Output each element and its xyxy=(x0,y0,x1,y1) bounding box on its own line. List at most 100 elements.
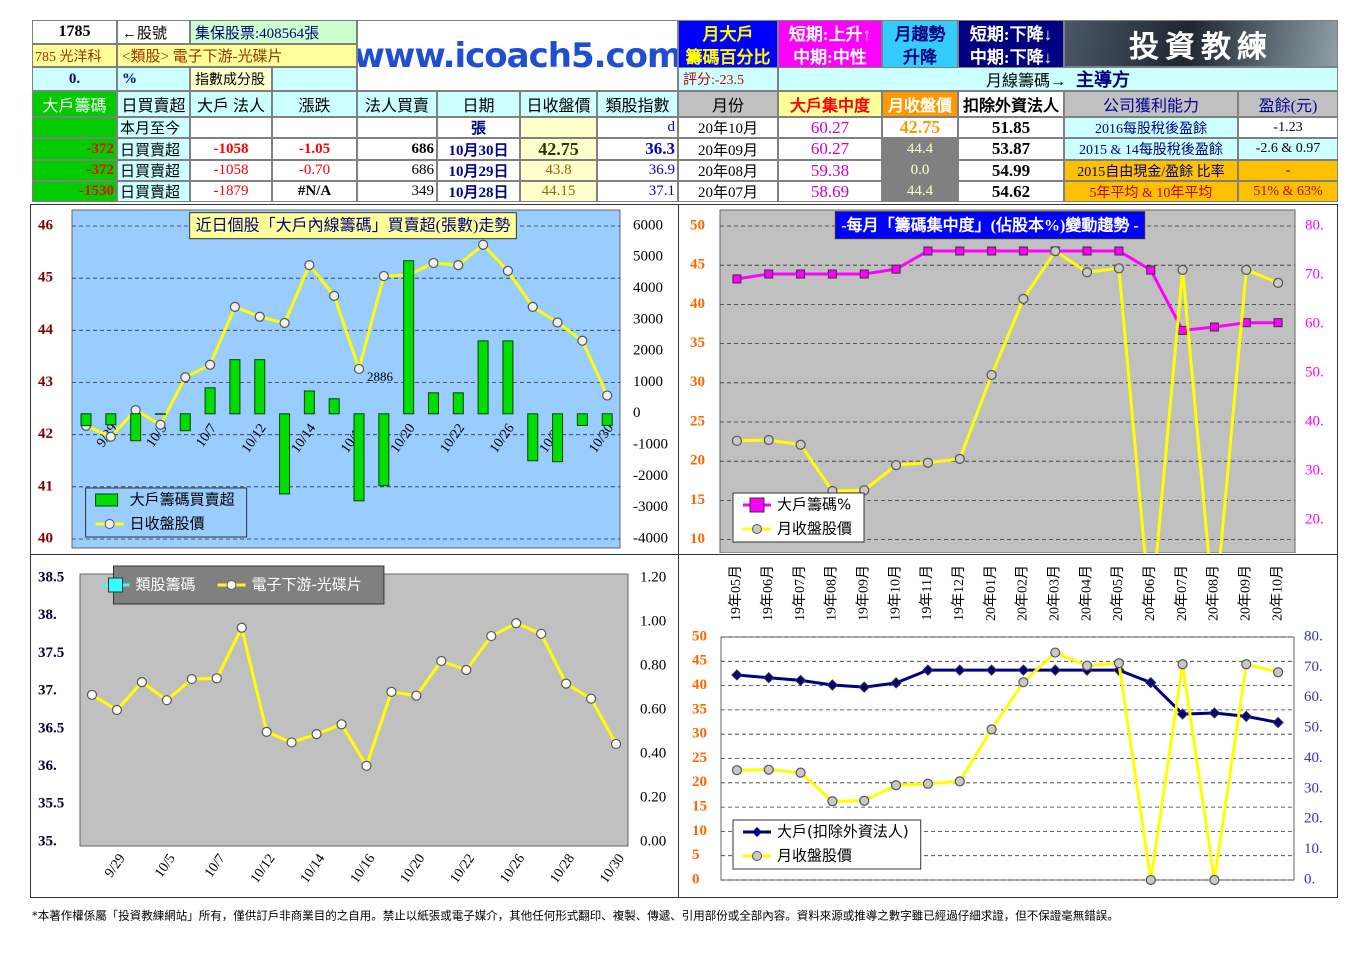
panel-frame xyxy=(30,204,1338,898)
x-tick-label: 19年09月 xyxy=(855,565,871,621)
marker xyxy=(890,460,902,471)
y-tick-label: 38.5 xyxy=(38,569,64,585)
x-tick-label: 20年01月 xyxy=(983,565,999,621)
table-cell: 54.99 xyxy=(958,160,1064,181)
marker xyxy=(986,724,997,735)
mainforce-text: 月線籌碼→ xyxy=(985,73,1066,90)
table-cell: -1.23 xyxy=(1238,117,1338,138)
y2-tick-label: 70. xyxy=(1304,659,1323,675)
y-tick-label: 36. xyxy=(38,758,57,774)
x-tick-label: 10/22 xyxy=(448,852,479,887)
x-tick-label: 20年03月 xyxy=(1046,565,1062,621)
table-cell: -1530 xyxy=(32,181,117,202)
bar xyxy=(601,413,613,426)
marker xyxy=(1272,716,1284,729)
marker xyxy=(1272,667,1284,678)
bar xyxy=(427,392,439,415)
legend-label: 大戶籌碼% xyxy=(777,496,851,514)
table-cell xyxy=(190,117,272,138)
y2-tick-label: 1.20 xyxy=(640,569,666,585)
marker xyxy=(161,695,172,706)
bar xyxy=(254,359,266,415)
marker xyxy=(311,729,322,740)
legend-marker xyxy=(752,827,762,837)
marker xyxy=(304,260,315,271)
x-tick-label: 19年10月 xyxy=(887,565,903,621)
pct-unit: % xyxy=(117,67,190,91)
column-header: 大戶集中度 xyxy=(778,91,882,117)
marker xyxy=(987,246,997,256)
marker xyxy=(1241,264,1252,276)
chart-title: -每月「籌碼集中度」(佔股本%)變動趨勢 - xyxy=(841,216,1138,235)
marker xyxy=(986,369,997,381)
marker xyxy=(1017,664,1030,676)
chart: 35. 35.5 36. 36.5 37. 37.5 38. 38.5 0.00 0.20 0.40… xyxy=(38,565,666,887)
annotation: 2886 xyxy=(367,369,394,384)
y-tick-label: 20 xyxy=(690,453,705,469)
marker xyxy=(254,311,265,322)
x-tick-label: 10/28 xyxy=(547,852,578,887)
y2-tick-label: 70. xyxy=(1305,266,1324,282)
x-tick-label: 20年04月 xyxy=(1078,565,1094,621)
marker xyxy=(486,630,497,642)
marker xyxy=(954,453,965,464)
chart-title: 近日個股「大戶內線籌碼」買賣超(張數)走勢 xyxy=(196,217,511,235)
y2-tick-label: 0.60 xyxy=(640,701,666,717)
marker xyxy=(353,363,365,375)
legend: 大戶籌碼% 月收盤股價 xyxy=(732,492,865,543)
y-tick-label: 50 xyxy=(692,628,707,644)
marker xyxy=(1209,322,1219,332)
series-line xyxy=(736,249,1279,553)
index-member: 指數成分股 xyxy=(190,67,272,91)
marker xyxy=(1049,664,1061,676)
y2-tick-label: 60. xyxy=(1305,315,1324,331)
marker xyxy=(827,269,837,279)
marker xyxy=(336,719,347,730)
x-tick-label: 20年02月 xyxy=(1015,565,1031,621)
marker xyxy=(731,669,743,681)
bar xyxy=(328,398,340,415)
y-tick-label: 45 xyxy=(692,653,707,669)
table-cell: 686 xyxy=(357,138,437,160)
y-tick-label: 30 xyxy=(690,374,705,390)
sector: <類股> 電子下游-光碟片 xyxy=(117,44,357,67)
y2-tick-label: 10. xyxy=(1304,841,1323,857)
mainforce-text: 主導方 xyxy=(1076,70,1130,90)
marker xyxy=(794,674,807,687)
marker xyxy=(922,457,934,468)
y-tick-label: 10 xyxy=(690,531,705,547)
x-tick-label: 10/20 xyxy=(398,852,429,887)
short-term: 短期:下降↓ xyxy=(958,20,1064,44)
bar xyxy=(179,413,191,432)
x-tick-label: 20年08月 xyxy=(1206,565,1222,621)
x-tick-label: 20年07月 xyxy=(1174,565,1190,621)
legend-marker xyxy=(226,580,237,590)
y2-tick-label: 40. xyxy=(1304,750,1323,766)
marker xyxy=(922,778,934,789)
x-tick-label: 20年06月 xyxy=(1142,565,1158,621)
table-cell: 54.62 xyxy=(958,181,1064,202)
x-tick-label: 10/30 xyxy=(597,852,628,887)
x-tick-label: 20年10月 xyxy=(1269,565,1285,621)
marker xyxy=(378,270,389,282)
y-tick-label: 35.5 xyxy=(38,796,64,812)
table-cell xyxy=(520,117,597,138)
marker xyxy=(1145,676,1157,689)
chart: 40 41 42 43 44 45 46 -4000 -3000 -2000 -1000 0 1000 2… xyxy=(38,209,668,549)
series-lines xyxy=(86,618,622,771)
series-lines xyxy=(731,647,1284,886)
y-tick-label: 45 xyxy=(38,270,53,286)
marker xyxy=(1018,293,1029,305)
marker xyxy=(985,664,998,676)
y2-tick-label: -4000 xyxy=(633,530,668,546)
marker xyxy=(136,676,147,688)
marker xyxy=(436,655,447,667)
marker xyxy=(527,301,538,312)
marker xyxy=(111,704,123,716)
marker xyxy=(1050,245,1061,257)
marker xyxy=(954,664,966,676)
legend-label: 類股籌碼 xyxy=(136,576,196,594)
column-header: 大戶籌碼 xyxy=(32,91,117,117)
marker xyxy=(552,317,563,328)
